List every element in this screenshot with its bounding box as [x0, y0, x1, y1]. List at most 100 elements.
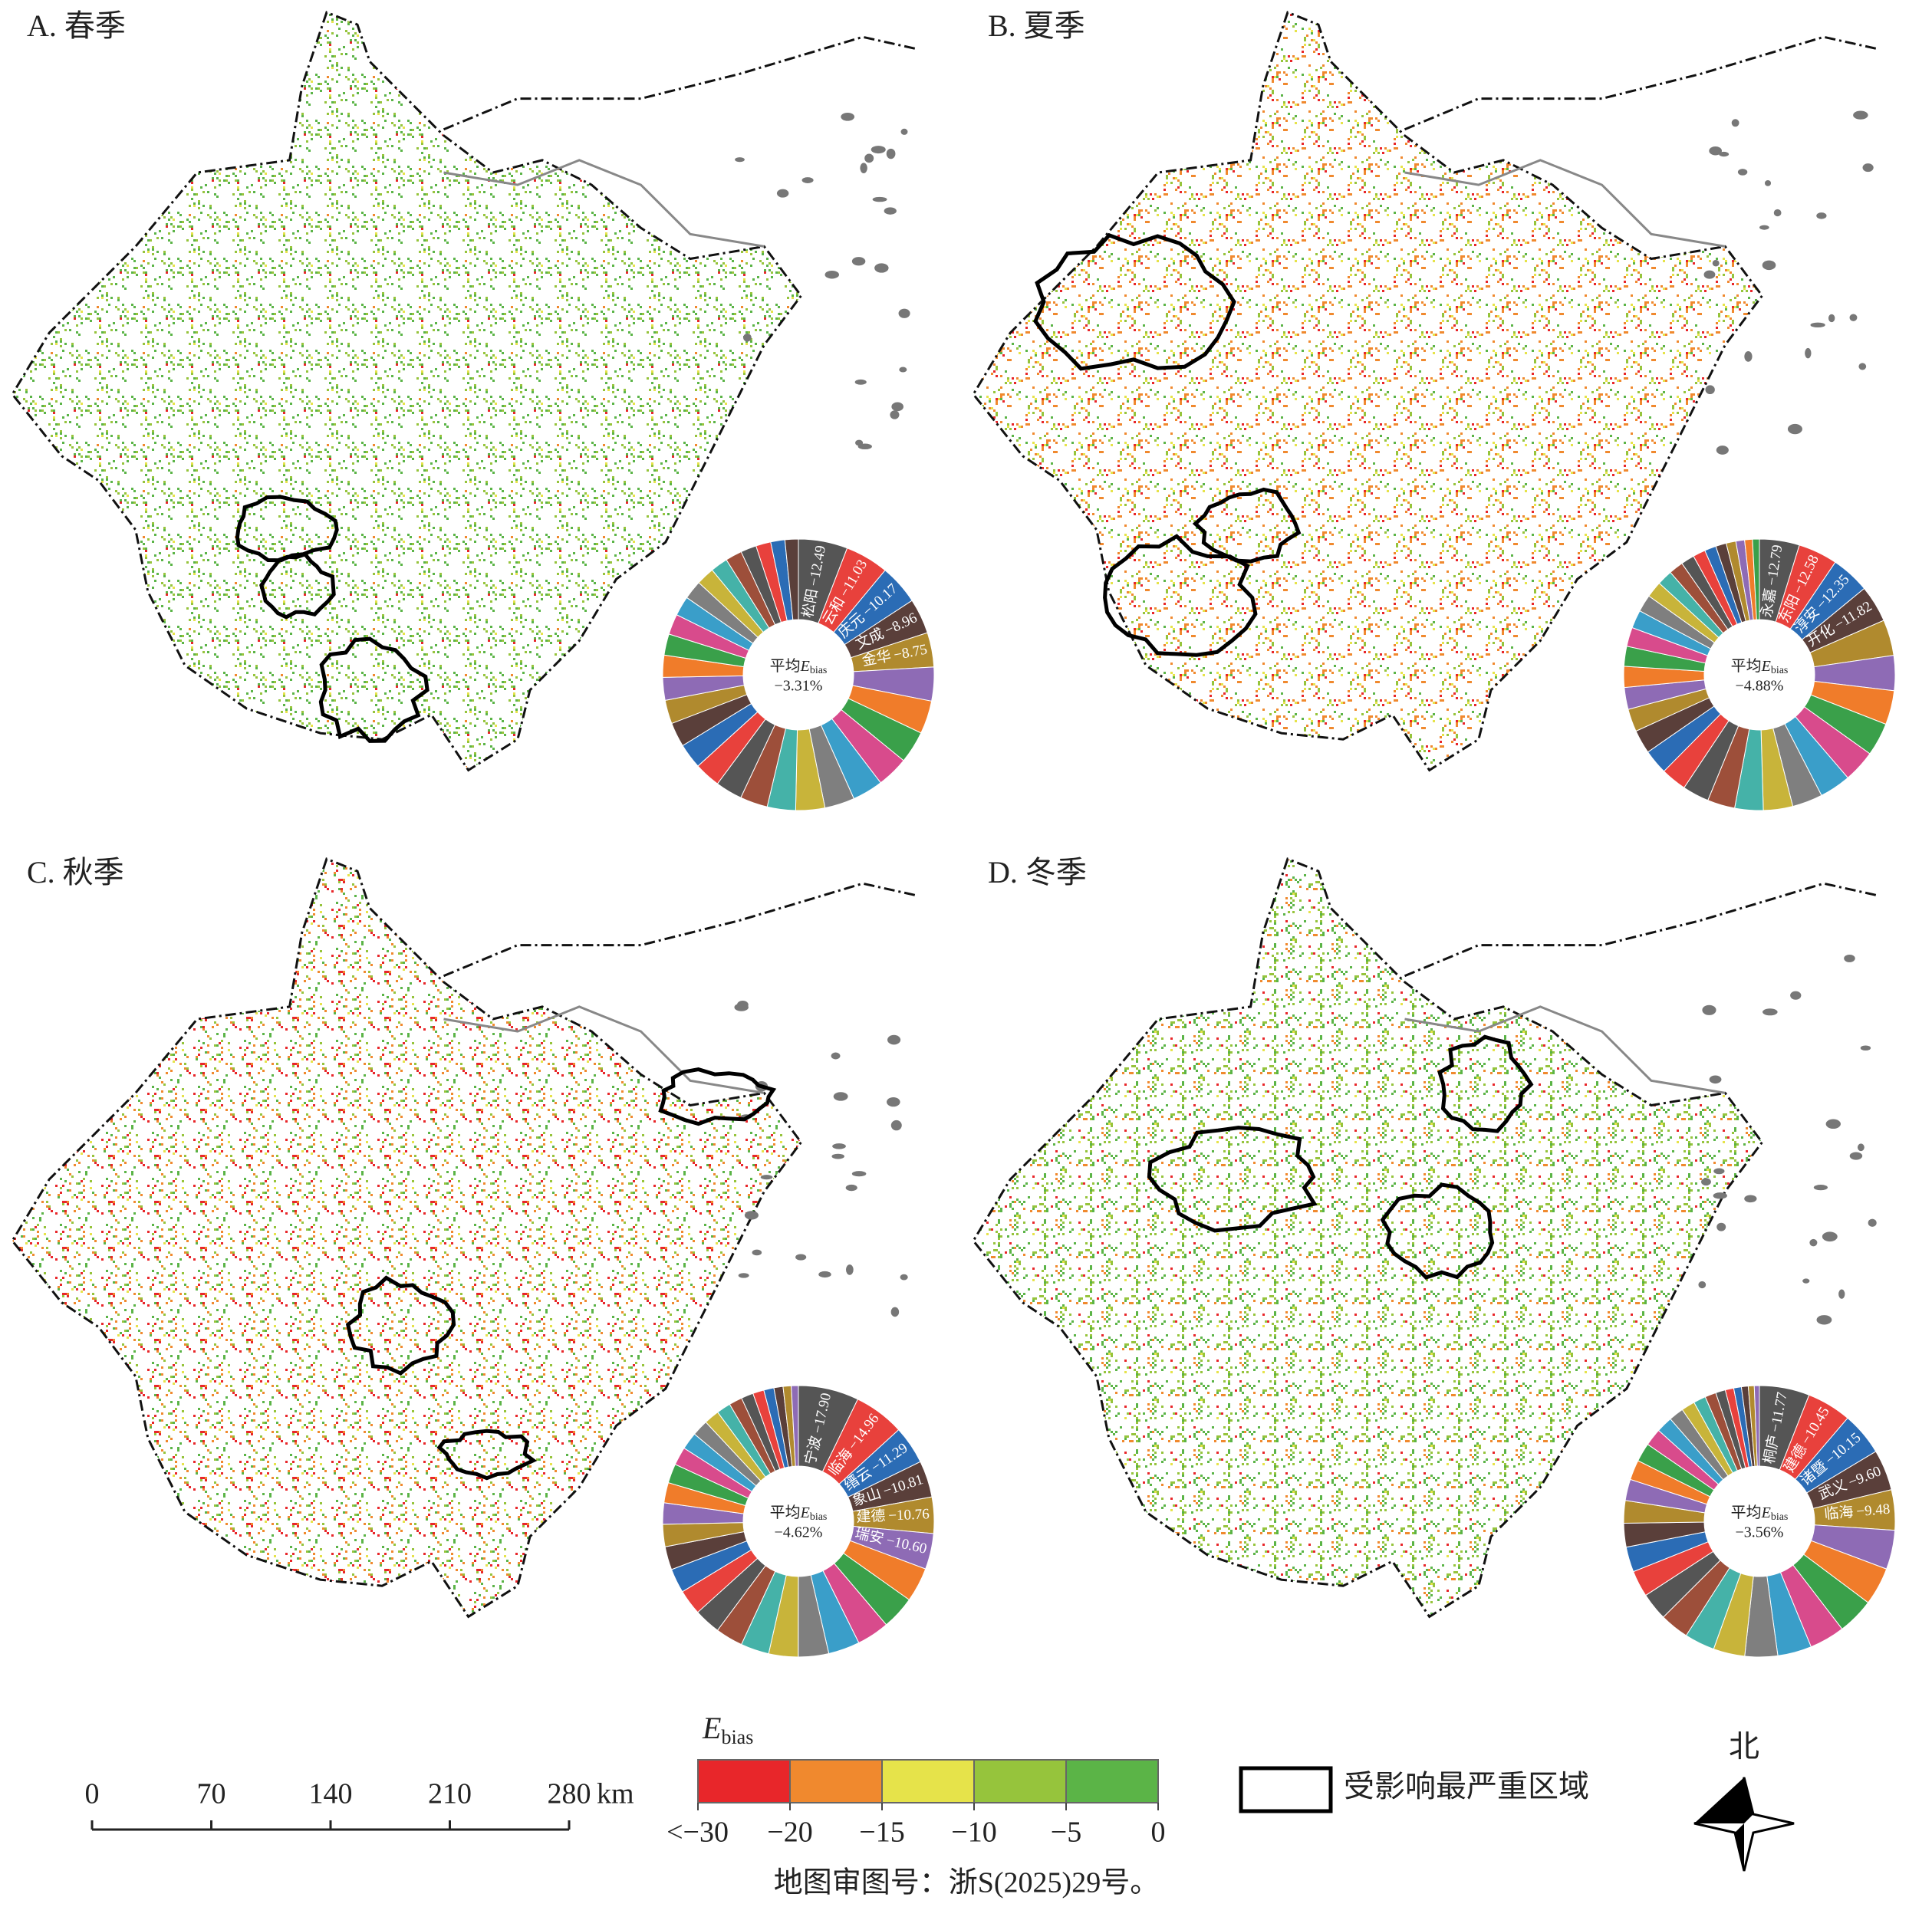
island — [818, 1271, 831, 1278]
panel-title: B. 夏季 — [988, 8, 1085, 43]
island — [841, 112, 855, 121]
island — [734, 1003, 749, 1011]
legend-symbol: E — [702, 1711, 721, 1745]
island — [1703, 270, 1716, 279]
mean-value: −3.56% — [1736, 1524, 1784, 1541]
affected-region — [1380, 1182, 1495, 1280]
island — [845, 1264, 854, 1275]
center-title: 平均 — [770, 657, 801, 675]
map-panel: A. 春季 — [11, 8, 919, 772]
center-label: 平均Ebias — [1731, 657, 1789, 677]
island — [890, 1120, 902, 1131]
island — [891, 402, 903, 412]
panel-title: C. 秋季 — [27, 855, 124, 889]
legend-tick-label: −15 — [859, 1817, 904, 1849]
center-title: 平均 — [770, 1504, 801, 1521]
island — [738, 1273, 749, 1278]
island — [884, 207, 897, 215]
island — [857, 443, 872, 450]
island — [890, 410, 900, 419]
island — [752, 1249, 762, 1256]
center-title: 平均 — [1731, 1504, 1762, 1521]
province-border — [1404, 35, 1880, 131]
province-border — [1404, 882, 1880, 978]
affected-region — [1437, 1034, 1534, 1133]
river — [443, 159, 765, 248]
segment-label: 建德 −10.76 — [856, 1506, 930, 1526]
island — [1762, 1008, 1778, 1016]
island — [1701, 1178, 1711, 1186]
map-panel: C. 秋季 — [11, 855, 919, 1619]
affected-region — [658, 1067, 777, 1126]
pie-segment — [1753, 1385, 1760, 1467]
island — [871, 146, 886, 154]
province-border — [443, 35, 919, 131]
legend-swatch — [789, 1759, 883, 1803]
center-label: 平均Ebias — [770, 1504, 828, 1524]
scale-label: 0 — [85, 1778, 100, 1810]
island — [1712, 260, 1720, 267]
island — [854, 379, 867, 385]
island — [1713, 1168, 1725, 1175]
center-title: 平均 — [1731, 657, 1762, 675]
panel-title: D. 冬季 — [988, 855, 1087, 889]
legend-title: Ebias — [702, 1711, 753, 1748]
legend-swatch — [973, 1759, 1067, 1803]
north-label: 北 — [1729, 1729, 1759, 1764]
province-area — [972, 11, 1764, 772]
island — [744, 1211, 759, 1220]
island — [1802, 1278, 1810, 1284]
island — [887, 1097, 900, 1107]
affected-region — [1192, 487, 1302, 564]
island — [1764, 180, 1772, 186]
river — [1404, 1005, 1726, 1094]
island — [1787, 423, 1802, 435]
legend-tick-label: −10 — [951, 1817, 996, 1849]
island — [1719, 151, 1730, 157]
scale-label: 280 — [548, 1778, 591, 1810]
island — [1844, 954, 1855, 962]
legend-swatch — [881, 1759, 975, 1803]
map-panel: B. 夏季 — [972, 8, 1880, 772]
island — [1822, 1231, 1838, 1242]
legend-tick-label: −5 — [1051, 1817, 1081, 1849]
segment-name: 建德 — [856, 1508, 886, 1526]
footer-note: 地图审图号：浙S(2025)29号。 — [774, 1867, 1159, 1899]
island — [1773, 209, 1782, 217]
scale-label: 140 — [309, 1778, 353, 1810]
island — [1731, 119, 1739, 127]
island — [824, 270, 839, 279]
scale-unit: km — [597, 1778, 634, 1810]
pie-segment — [1752, 538, 1760, 620]
island — [886, 148, 896, 159]
island — [1705, 385, 1715, 395]
legend-tick-label: −20 — [767, 1817, 812, 1849]
island — [1737, 169, 1748, 176]
island — [864, 153, 874, 163]
center-symbol: E — [1761, 1504, 1771, 1521]
island — [898, 308, 910, 318]
island — [1709, 1075, 1722, 1084]
province-area — [11, 857, 803, 1619]
island — [1868, 1218, 1877, 1227]
affected-region — [436, 1429, 538, 1481]
province-border — [443, 882, 919, 978]
center-label: 平均Ebias — [1731, 1504, 1789, 1524]
island — [1762, 260, 1776, 271]
island — [832, 1143, 846, 1149]
mean-value: −3.31% — [775, 678, 823, 695]
island — [833, 1092, 848, 1101]
island — [1816, 1315, 1832, 1325]
island — [776, 189, 789, 198]
island — [851, 257, 866, 266]
mean-value: −4.88% — [1736, 678, 1784, 695]
island — [1858, 363, 1867, 370]
island — [1838, 1289, 1845, 1299]
affected-region — [345, 1275, 456, 1376]
island — [851, 1171, 867, 1177]
affected-region — [318, 636, 430, 743]
island — [831, 1052, 841, 1060]
island — [1813, 1185, 1828, 1191]
island — [1810, 322, 1825, 328]
island — [874, 263, 889, 273]
